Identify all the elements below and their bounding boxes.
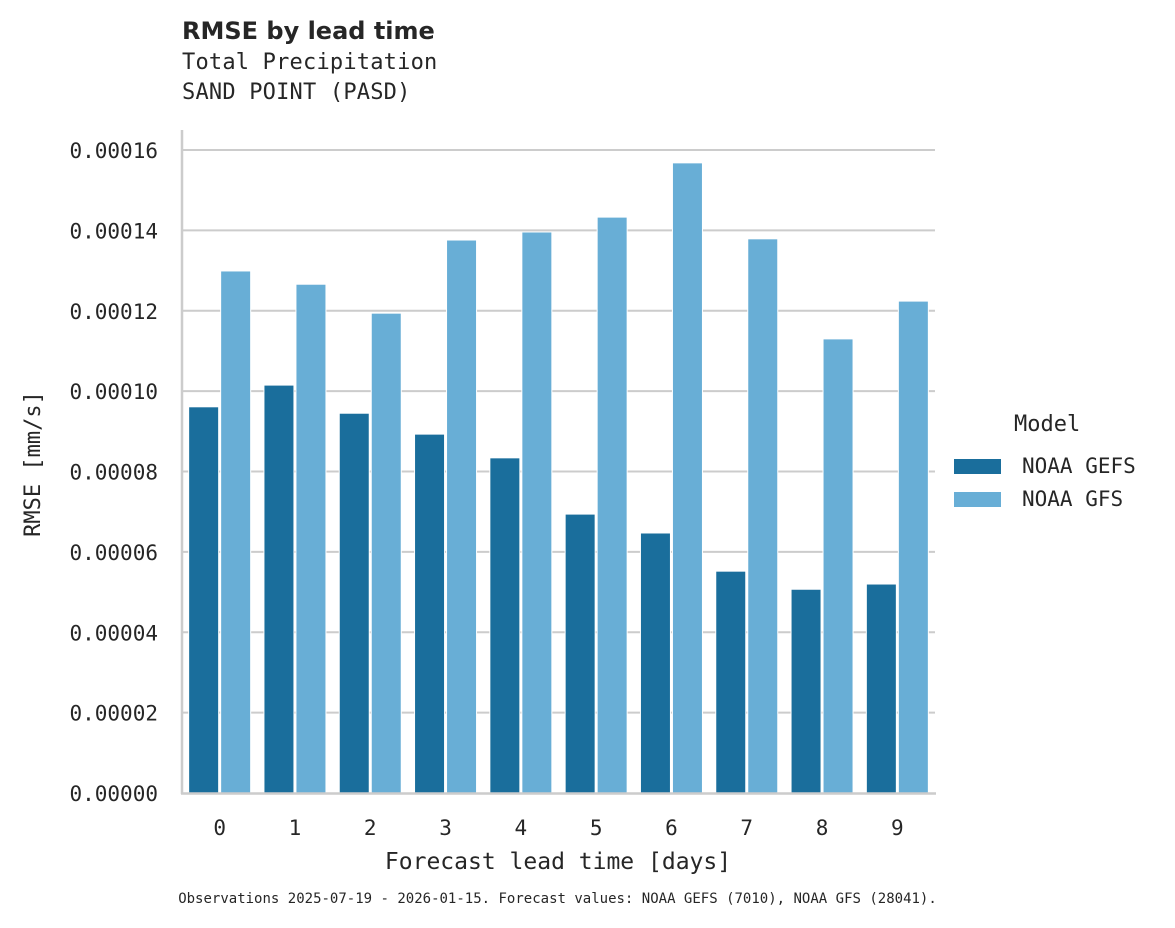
bar-gefs-2 bbox=[338, 412, 370, 794]
bar-gfs-3 bbox=[446, 239, 478, 794]
x-axis-label: Forecast lead time [days] bbox=[385, 849, 731, 875]
x-tick-label: 7 bbox=[740, 816, 753, 840]
bar-gfs-2 bbox=[370, 312, 402, 794]
bar-gefs-1 bbox=[263, 384, 295, 794]
bar-gfs-6 bbox=[671, 162, 703, 794]
legend-title: Model bbox=[1014, 412, 1081, 437]
bar-gfs-8 bbox=[822, 338, 854, 794]
legend-item-gfs: NOAA GFS bbox=[954, 487, 1124, 511]
y-tick-label: 0.00016 bbox=[69, 139, 158, 163]
x-tick-label: 2 bbox=[364, 816, 377, 840]
y-tick-label: 0.00008 bbox=[69, 461, 158, 485]
bar-gefs-4 bbox=[489, 457, 521, 794]
y-tick-label: 0.00004 bbox=[69, 621, 158, 645]
footer-note: Observations 2025-07-19 - 2026-01-15. Fo… bbox=[178, 891, 937, 907]
bar-gefs-5 bbox=[564, 513, 596, 794]
chart-title: RMSE by lead time bbox=[182, 17, 435, 45]
bar-series bbox=[188, 162, 929, 794]
x-tick-label: 1 bbox=[289, 816, 302, 840]
y-tick-label: 0.00012 bbox=[69, 300, 158, 324]
bar-gefs-6 bbox=[639, 532, 671, 794]
gridlines bbox=[182, 149, 935, 714]
bar-gefs-8 bbox=[790, 588, 822, 794]
bar-gefs-7 bbox=[715, 570, 747, 794]
legend-label-gefs: NOAA GEFS bbox=[1022, 454, 1136, 478]
legend-label-gfs: NOAA GFS bbox=[1022, 487, 1124, 511]
bar-gfs-0 bbox=[220, 270, 252, 794]
y-tick-label: 0.00014 bbox=[69, 219, 158, 243]
bar-gfs-9 bbox=[897, 300, 929, 794]
bar-gefs-0 bbox=[188, 406, 220, 794]
x-tick-labels: 0 1 2 3 4 5 6 7 8 9 bbox=[213, 816, 903, 840]
y-axis-label: RMSE [mm/s] bbox=[21, 391, 46, 537]
x-tick-label: 9 bbox=[891, 816, 904, 840]
y-tick-label: 0.00010 bbox=[69, 380, 158, 404]
x-tick-label: 0 bbox=[213, 816, 226, 840]
legend-item-gefs: NOAA GEFS bbox=[954, 454, 1136, 478]
bar-gefs-3 bbox=[414, 433, 446, 794]
y-tick-label: 0.00006 bbox=[69, 541, 158, 565]
x-tick-label: 4 bbox=[515, 816, 528, 840]
chart-subtitle-variable: Total Precipitation bbox=[182, 50, 438, 75]
y-tick-label: 0.00000 bbox=[69, 782, 158, 806]
y-tick-label: 0.00002 bbox=[69, 702, 158, 726]
legend-swatch-gefs bbox=[954, 458, 1001, 474]
chart-subtitle-station: SAND POINT (PASD) bbox=[182, 80, 411, 105]
y-tick-labels: 0.00000 0.00002 0.00004 0.00006 0.00008 0.000… bbox=[69, 139, 158, 806]
bar-gfs-1 bbox=[295, 283, 327, 794]
legend-swatch-gfs bbox=[954, 491, 1001, 507]
bar-gfs-4 bbox=[521, 231, 553, 794]
bar-gefs-9 bbox=[865, 583, 897, 794]
x-tick-label: 3 bbox=[439, 816, 452, 840]
x-tick-label: 5 bbox=[590, 816, 603, 840]
x-tick-label: 6 bbox=[665, 816, 678, 840]
bar-gfs-5 bbox=[596, 216, 628, 794]
bar-gfs-7 bbox=[747, 238, 779, 794]
x-tick-label: 8 bbox=[816, 816, 829, 840]
